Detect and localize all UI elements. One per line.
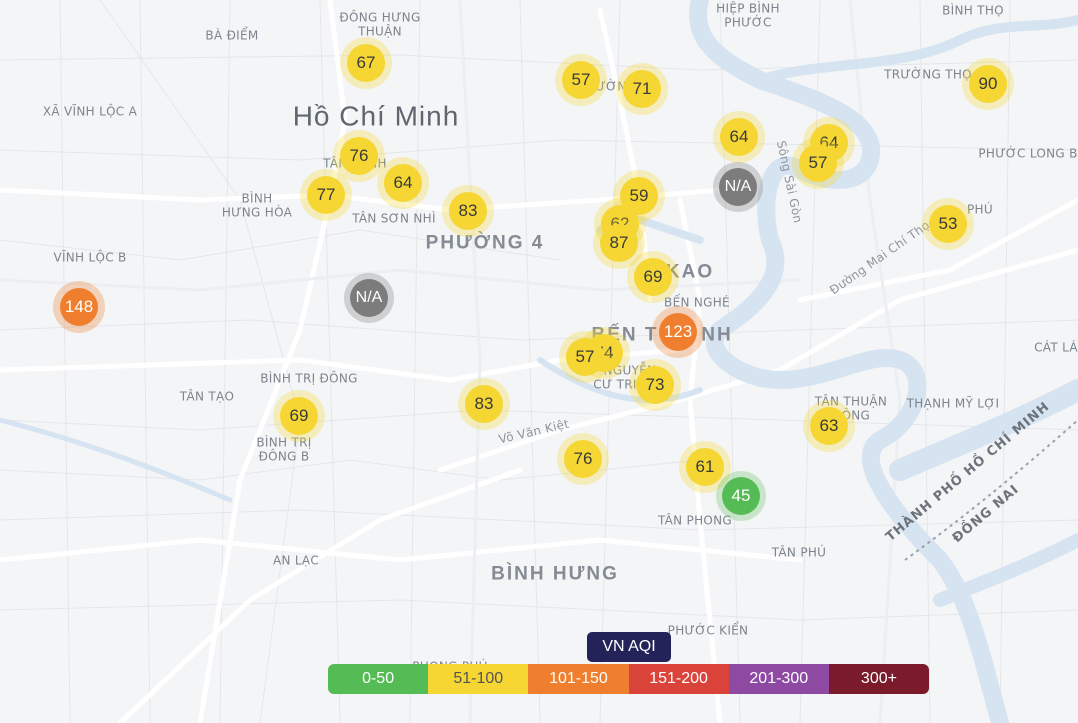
place-label: THUẬN <box>358 24 402 39</box>
place-label: PHƯỚC KIỂN <box>667 623 749 638</box>
aqi-marker[interactable]: N/A <box>350 279 388 317</box>
aqi-marker[interactable]: 83 <box>449 192 487 230</box>
place-label: BÌNH <box>241 191 273 206</box>
aqi-marker[interactable]: 83 <box>465 385 503 423</box>
aqi-marker[interactable]: 64 <box>720 118 758 156</box>
place-label: XÃ VĨNH LỘC A <box>42 104 138 119</box>
place-label: BÌNH TRỊ <box>256 435 312 450</box>
district-label: NH <box>701 324 733 346</box>
aqi-marker[interactable]: 57 <box>799 144 837 182</box>
district-label: BÌNH HƯNG <box>491 563 619 585</box>
aqi-marker[interactable]: 76 <box>564 440 602 478</box>
legend-range-51-100: 51-100 <box>428 664 529 694</box>
place-label: HƯNG HÒA <box>221 205 293 220</box>
aqi-marker[interactable]: 57 <box>562 61 600 99</box>
legend-range-201-300: 201-300 <box>728 664 829 694</box>
aqi-marker[interactable]: 61 <box>686 448 724 486</box>
aqi-marker[interactable]: 67 <box>347 44 385 82</box>
place-label: VĨNH LỘC B <box>53 250 127 265</box>
aqi-legend: 0-50 51-100 101-150 151-200 201-300 300+ <box>328 664 929 694</box>
place-label: TÂN THUẬN <box>814 394 888 409</box>
aqi-marker[interactable]: 63 <box>810 407 848 445</box>
aqi-marker[interactable]: 53 <box>929 205 967 243</box>
aqi-marker[interactable]: 77 <box>307 176 345 214</box>
aqi-marker[interactable]: 59 <box>620 177 658 215</box>
aqi-marker[interactable]: 148 <box>60 288 98 326</box>
district-label: KAO <box>665 261 715 283</box>
place-label: AN LẠC <box>272 553 320 568</box>
aqi-marker[interactable]: 64 <box>384 164 422 202</box>
place-label: TÂN PHONG <box>657 513 733 528</box>
aqi-marker[interactable]: 45 <box>722 477 760 515</box>
city-label: Hồ Chí Minh <box>292 100 460 132</box>
aqi-marker[interactable]: 69 <box>634 258 672 296</box>
place-label: ĐÔNG B <box>258 449 310 464</box>
place-label: BÀ ĐIỂM <box>205 28 259 43</box>
place-label: CÁT LÁ <box>1034 340 1078 355</box>
legend-title: VN AQI <box>587 632 671 662</box>
aqi-marker[interactable]: N/A <box>719 168 757 206</box>
place-label: HIỆP BÌNH <box>716 1 780 16</box>
place-label: TRƯỜNG THỌ <box>884 67 972 82</box>
aqi-marker[interactable]: 90 <box>969 65 1007 103</box>
aqi-marker[interactable]: 71 <box>623 70 661 108</box>
aqi-marker[interactable]: 76 <box>340 137 378 175</box>
aqi-marker[interactable]: 73 <box>636 366 674 404</box>
place-label: PHÚ <box>967 202 993 217</box>
place-label: ĐÔNG HƯNG <box>339 10 421 25</box>
aqi-marker[interactable]: 57 <box>566 338 604 376</box>
legend-range-101-150: 101-150 <box>528 664 629 694</box>
place-label: TÂN PHÚ <box>771 545 827 560</box>
place-label: PHƯỚC <box>724 15 772 30</box>
aqi-marker[interactable]: 123 <box>659 313 697 351</box>
place-label: PHƯỚC LONG B <box>978 146 1078 161</box>
place-label: THẠNH MỸ LỢI <box>906 396 1000 411</box>
place-label: BẾN NGHÉ <box>664 295 730 310</box>
place-label: TÂN SƠN NHÌ <box>352 211 436 226</box>
district-label: PHƯỜNG 4 <box>425 232 545 254</box>
aqi-marker[interactable]: 69 <box>280 397 318 435</box>
aqi-marker[interactable]: 87 <box>600 224 638 262</box>
place-label: BÌNH TRỊ ĐÔNG <box>260 371 358 386</box>
place-label: CƯ TRI <box>593 377 637 392</box>
place-label: ƯỜN <box>595 79 627 94</box>
legend-range-151-200: 151-200 <box>628 664 729 694</box>
legend-range-300-plus: 300+ <box>828 664 929 694</box>
legend-range-0-50: 0-50 <box>328 664 429 694</box>
place-label: BÌNH THỌ <box>942 3 1004 18</box>
place-label: TÂN TẠO <box>179 389 235 404</box>
